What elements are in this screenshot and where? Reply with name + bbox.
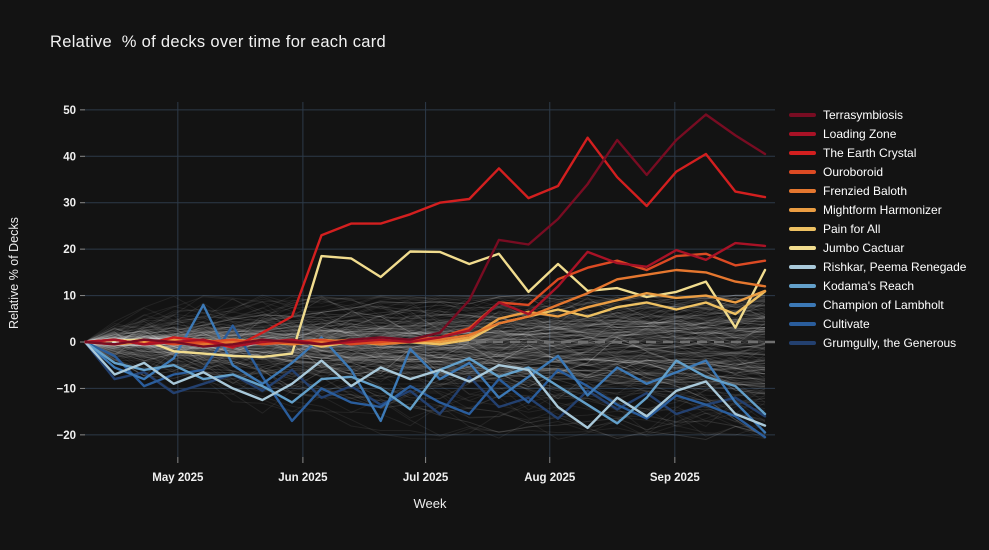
legend-swatch-icon xyxy=(789,188,816,193)
y-tick-label: 20 xyxy=(63,244,76,256)
legend-item-jumbo-cactuar[interactable]: Jumbo Cactuar xyxy=(789,238,966,257)
legend: Terrasymbiosis Loading Zone The Earth Crys… xyxy=(789,105,966,352)
series-line-terrasymbiosis xyxy=(83,113,767,348)
legend-item-grumgully-the-generous[interactable]: Grumgully, the Generous xyxy=(789,333,966,352)
legend-label: Loading Zone xyxy=(823,126,897,141)
legend-item-kodama-s-reach[interactable]: Kodama's Reach xyxy=(789,276,966,295)
x-tick-label: May 2025 xyxy=(152,472,204,484)
legend-label: Mightform Harmonizer xyxy=(823,202,942,217)
x-tick-label: Sep 2025 xyxy=(650,472,700,484)
series-line-rishkar-peema-renegade xyxy=(83,340,767,430)
legend-label: Cultivate xyxy=(823,316,870,331)
background-lines xyxy=(84,294,766,441)
legend-item-frenzied-baloth[interactable]: Frenzied Baloth xyxy=(789,181,966,200)
legend-swatch-icon xyxy=(789,226,816,231)
legend-label: Ouroboroid xyxy=(823,164,884,179)
legend-label: Frenzied Baloth xyxy=(823,183,908,198)
y-tick-label: 30 xyxy=(63,198,76,210)
series-line-loading-zone xyxy=(83,241,767,348)
legend-swatch-icon xyxy=(789,131,816,136)
legend-label: Pain for All xyxy=(823,221,881,236)
legend-swatch-icon xyxy=(789,245,816,250)
legend-swatch-icon xyxy=(789,321,816,326)
series-line-jumbo-cactuar xyxy=(83,250,767,359)
legend-swatch-icon xyxy=(789,112,816,117)
legend-swatch-icon xyxy=(789,340,816,345)
legend-item-pain-for-all[interactable]: Pain for All xyxy=(789,219,966,238)
y-tick-label: −10 xyxy=(56,383,76,395)
legend-item-mightform-harmonizer[interactable]: Mightform Harmonizer xyxy=(789,200,966,219)
legend-swatch-icon xyxy=(789,150,816,155)
x-tick-label: Jul 2025 xyxy=(403,472,449,484)
legend-label: Grumgully, the Generous xyxy=(823,335,957,350)
series-line-cultivate xyxy=(83,324,767,439)
legend-swatch-icon xyxy=(789,207,816,212)
legend-label: Kodama's Reach xyxy=(823,278,915,293)
series-line-grumgully-the-generous xyxy=(83,340,767,420)
y-tick-label: −20 xyxy=(56,430,76,442)
legend-item-the-earth-crystal[interactable]: The Earth Crystal xyxy=(789,143,966,162)
legend-item-terrasymbiosis[interactable]: Terrasymbiosis xyxy=(789,105,966,124)
x-axis-title: Week xyxy=(413,496,447,511)
legend-label: Rishkar, Peema Renegade xyxy=(823,259,967,274)
y-tick-label: 0 xyxy=(70,337,76,349)
legend-item-cultivate[interactable]: Cultivate xyxy=(789,314,966,333)
legend-swatch-icon xyxy=(789,264,816,269)
legend-label: Terrasymbiosis xyxy=(823,107,904,122)
legend-item-rishkar-peema-renegade[interactable]: Rishkar, Peema Renegade xyxy=(789,257,966,276)
legend-label: Jumbo Cactuar xyxy=(823,240,905,255)
x-tick-label: Jun 2025 xyxy=(278,472,328,484)
y-tick-label: 40 xyxy=(63,151,76,163)
y-tick-label: 10 xyxy=(63,291,76,303)
legend-label: Champion of Lambholt xyxy=(823,297,944,312)
legend-swatch-icon xyxy=(789,169,816,174)
legend-swatch-icon xyxy=(789,302,816,307)
series-line-champion-of-lambholt xyxy=(83,303,767,434)
legend-item-ouroboroid[interactable]: Ouroboroid xyxy=(789,162,966,181)
series-line-kodama-s-reach xyxy=(83,340,767,425)
chart-title: Relative % of decks over time for each c… xyxy=(50,33,387,51)
legend-item-champion-of-lambholt[interactable]: Champion of Lambholt xyxy=(789,295,966,314)
legend-label: The Earth Crystal xyxy=(823,145,917,160)
y-tick-label: 50 xyxy=(63,105,76,117)
legend-item-loading-zone[interactable]: Loading Zone xyxy=(789,124,966,143)
legend-swatch-icon xyxy=(789,283,816,288)
x-tick-label: Aug 2025 xyxy=(524,472,576,484)
